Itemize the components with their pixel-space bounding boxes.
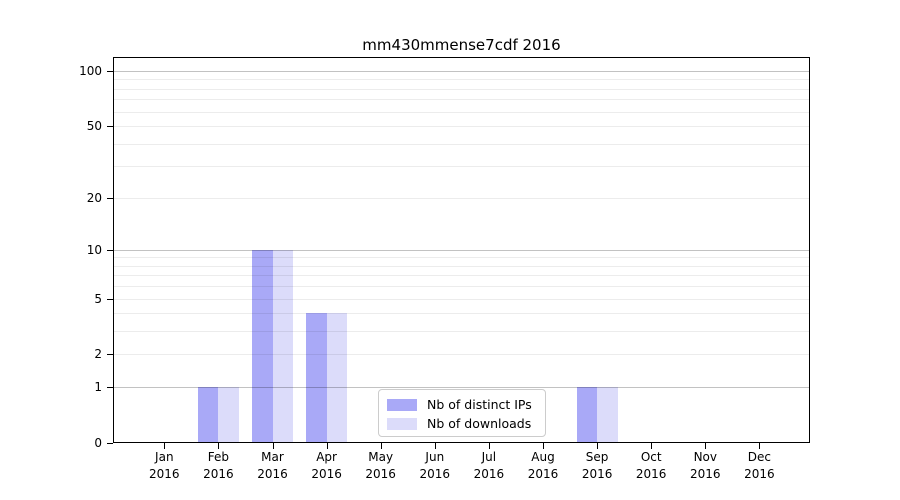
bar-feb-nb-of-distinct-ips (197, 387, 219, 443)
bar-apr-nb-of-distinct-ips (306, 313, 327, 443)
x-tick-apr (326, 443, 328, 449)
y-tick-1 (107, 387, 113, 389)
legend-label-downloads: Nb of downloads (427, 416, 532, 431)
y-tick-0 (107, 443, 113, 444)
chart-title: mm430mmense7cdf 2016 (362, 36, 561, 54)
bar-sep-nb-of-downloads (597, 387, 618, 443)
x-tick-jun (434, 443, 436, 449)
y-tick-label-5: 5 (94, 291, 102, 306)
y-tick-label-10: 10 (86, 242, 102, 257)
gridline-y-4 (113, 313, 810, 315)
y-tick-label-20: 20 (86, 190, 102, 205)
gridline-y-80 (113, 88, 810, 90)
x-tick-label-nov: Nov 2016 (690, 450, 721, 481)
x-tick-jul (488, 443, 490, 449)
x-tick-may (380, 443, 382, 449)
x-tick-label-apr: Apr 2016 (311, 450, 342, 481)
x-tick-sep (597, 443, 599, 449)
gridline-y-3 (113, 331, 810, 333)
x-tick-label-jun: Jun 2016 (419, 450, 451, 481)
gridline-y-5 (113, 298, 810, 300)
legend-swatch-downloads (387, 417, 417, 430)
gridline-y-70 (113, 99, 810, 101)
gridline-y-7 (113, 275, 810, 277)
x-tick-label-dec: Dec 2016 (744, 450, 775, 481)
bar-mar-nb-of-distinct-ips (252, 249, 273, 443)
gridline-y-10 (113, 249, 810, 251)
x-tick-label-mar: Mar 2016 (257, 450, 288, 481)
gridline-y-90 (113, 79, 810, 81)
bar-feb-nb-of-downloads (218, 387, 239, 443)
x-tick-mar (272, 443, 274, 449)
gridline-y-30 (113, 166, 810, 168)
y-tick-label-100: 100 (79, 64, 102, 78)
gridline-y-20 (113, 197, 810, 199)
legend-swatch-distinct-ips (387, 398, 417, 411)
x-tick-oct (651, 443, 653, 449)
y-tick-20 (107, 197, 113, 199)
bar-apr-nb-of-downloads (326, 313, 348, 443)
x-tick-label-oct: Oct 2016 (635, 450, 667, 481)
x-tick-nov (705, 443, 707, 449)
legend: Nb of distinct IPs Nb of downloads (378, 389, 546, 437)
bar-mar-nb-of-downloads (272, 249, 293, 443)
y-tick-label-0: 0 (94, 436, 102, 450)
y-tick-100 (107, 71, 113, 72)
gridline-y-60 (113, 111, 810, 113)
y-tick-50 (107, 126, 113, 128)
x-tick-label-feb: Feb 2016 (203, 450, 234, 481)
x-tick-jan (164, 443, 166, 449)
y-tick-label-50: 50 (86, 119, 102, 134)
gridline-y-40 (113, 143, 810, 145)
plot-border (113, 57, 810, 443)
x-tick-aug (543, 443, 544, 449)
legend-row-distinct-ips: Nb of distinct IPs (387, 395, 545, 414)
x-tick-label-aug: Aug 2016 (527, 450, 559, 481)
y-tick-label-2: 2 (94, 347, 102, 362)
x-tick-label-jul: Jul 2016 (473, 450, 505, 481)
y-tick-10 (107, 249, 113, 251)
gridline-y-9 (113, 257, 810, 259)
x-tick-dec (759, 443, 761, 449)
x-tick-label-may: May 2016 (365, 450, 396, 481)
y-tick-label-1: 1 (94, 380, 102, 395)
gridline-y-6 (113, 286, 810, 288)
legend-label-distinct-ips: Nb of distinct IPs (427, 397, 532, 412)
bar-sep-nb-of-distinct-ips (576, 387, 598, 443)
gridline-y-100 (113, 71, 810, 72)
x-tick-label-jan: Jan 2016 (149, 450, 180, 481)
gridline-y-2 (113, 354, 810, 356)
x-tick-label-sep: Sep 2016 (581, 450, 613, 481)
y-tick-2 (107, 354, 113, 356)
gridline-y-1 (113, 387, 810, 389)
gridline-y-50 (113, 126, 810, 128)
y-tick-5 (107, 298, 113, 300)
gridline-y-8 (113, 265, 810, 267)
x-tick-feb (218, 443, 220, 449)
legend-row-downloads: Nb of downloads (387, 414, 545, 433)
